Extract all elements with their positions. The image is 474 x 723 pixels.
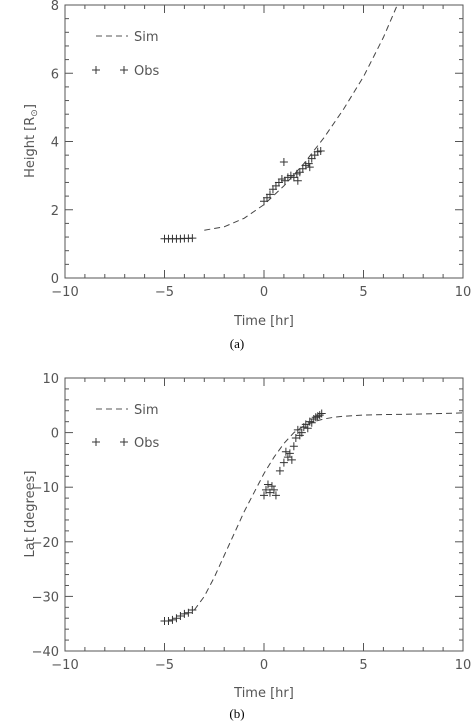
series-lines-a (204, 4, 398, 231)
obs-point-b-25 (297, 428, 306, 437)
legend-obs-label-a: Obs (134, 64, 159, 79)
obs-point-b-30 (307, 418, 316, 427)
obs-point-b-19 (285, 449, 294, 458)
legend-sim-label-a: Sim (134, 30, 159, 45)
x-tick-label-b-3: 5 (359, 658, 367, 673)
series-marks-a (160, 147, 325, 243)
y-axis-label-a-main: Height [R (23, 117, 38, 178)
panel-a: −10 −5 0 5 10 0 2 4 6 8 Time [hr] Height [R⊙] Sim… (23, 0, 471, 351)
obs-point-a-30 (305, 163, 314, 172)
obs-point-a-29 (293, 176, 302, 185)
y-tick-label-b-4: 0 (51, 427, 59, 442)
obs-point-b-15 (275, 466, 284, 475)
obs-point-b-1 (164, 616, 173, 625)
panel-caption-a: (a) (230, 336, 244, 351)
series-marks-b (160, 409, 326, 625)
x-axis-label-b: Time [hr] (233, 686, 294, 701)
y-tick-label-b-2: −20 (32, 536, 59, 551)
ticks-b (64, 377, 464, 652)
obs-point-b-8 (260, 491, 268, 500)
y-tick-label-a-2: 4 (51, 136, 59, 151)
legend-obs-label-b: Obs (134, 436, 159, 451)
x-tick-label-a-0: −10 (51, 285, 78, 300)
x-tick-label-b-0: −10 (51, 658, 78, 673)
obs-point-b-12 (267, 482, 276, 491)
y-axis-label-a: Height [R⊙] (23, 104, 40, 178)
series-sim-line-a (204, 4, 398, 231)
tick-labels-a: −10 −5 0 5 10 0 2 4 6 8 (51, 0, 472, 300)
legend-obs-swatch-a (92, 66, 128, 74)
obs-point-b-14 (271, 491, 280, 500)
y-tick-label-a-3: 6 (51, 67, 59, 82)
y-tick-label-a-4: 8 (51, 0, 59, 14)
y-axis-label-a-end: ] (23, 104, 38, 109)
series-sim-line-b (193, 412, 464, 611)
obs-point-b-10 (263, 480, 272, 489)
obs-point-b-28 (303, 424, 312, 433)
y-tick-label-a-1: 2 (51, 204, 59, 219)
x-tick-label-a-4: 10 (455, 285, 472, 300)
obs-point-b-4 (176, 612, 185, 621)
legend-obs-swatch-b (92, 438, 128, 446)
obs-point-a-7 (188, 234, 197, 243)
obs-point-a-28 (279, 157, 288, 166)
obs-point-b-16 (279, 458, 288, 467)
obs-point-b-7 (188, 606, 197, 615)
obs-point-b-21 (289, 442, 298, 451)
obs-point-a-27 (316, 147, 325, 156)
plot-frame-b (64, 377, 464, 652)
obs-point-b-13 (269, 485, 278, 494)
y-tick-label-b-3: −10 (32, 481, 59, 496)
panel-b: −10 −5 0 5 10 −40 −30 −20 −10 0 10 Time [hr] Lat [… (23, 372, 471, 721)
x-tick-label-a-1: −5 (155, 285, 174, 300)
y-axis-label-b: Lat [degrees] (23, 471, 38, 558)
y-axis-label-a-sub: ⊙ (30, 109, 40, 117)
legend-sim-label-b: Sim (134, 403, 159, 418)
obs-point-b-2 (168, 615, 177, 624)
y-tick-label-b-0: −40 (32, 645, 59, 660)
obs-point-b-35 (317, 409, 326, 418)
ticks-a (64, 4, 464, 279)
plot-frame-a (64, 4, 464, 279)
panel-caption-b: (b) (229, 706, 244, 721)
obs-point-b-20 (287, 455, 296, 464)
obs-point-b-5 (180, 609, 189, 618)
x-tick-label-b-4: 10 (455, 658, 472, 673)
obs-point-b-3 (172, 614, 181, 623)
y-tick-label-b-1: −30 (32, 590, 59, 605)
obs-point-a-23 (304, 159, 313, 168)
series-lines-b (193, 412, 464, 611)
obs-point-a-10 (265, 190, 274, 199)
x-tick-label-a-3: 5 (359, 285, 367, 300)
x-axis-label-a: Time [hr] (233, 314, 294, 329)
x-tick-label-b-2: 0 (260, 658, 268, 673)
x-tick-label-b-1: −5 (155, 658, 174, 673)
x-tick-label-a-2: 0 (260, 285, 268, 300)
y-tick-label-b-5: 10 (42, 372, 59, 387)
obs-point-b-17 (281, 447, 290, 456)
obs-point-b-34 (315, 411, 324, 420)
tick-labels-b: −10 −5 0 5 10 −40 −30 −20 −10 0 10 (32, 372, 472, 673)
y-tick-label-a-0: 0 (51, 272, 59, 287)
